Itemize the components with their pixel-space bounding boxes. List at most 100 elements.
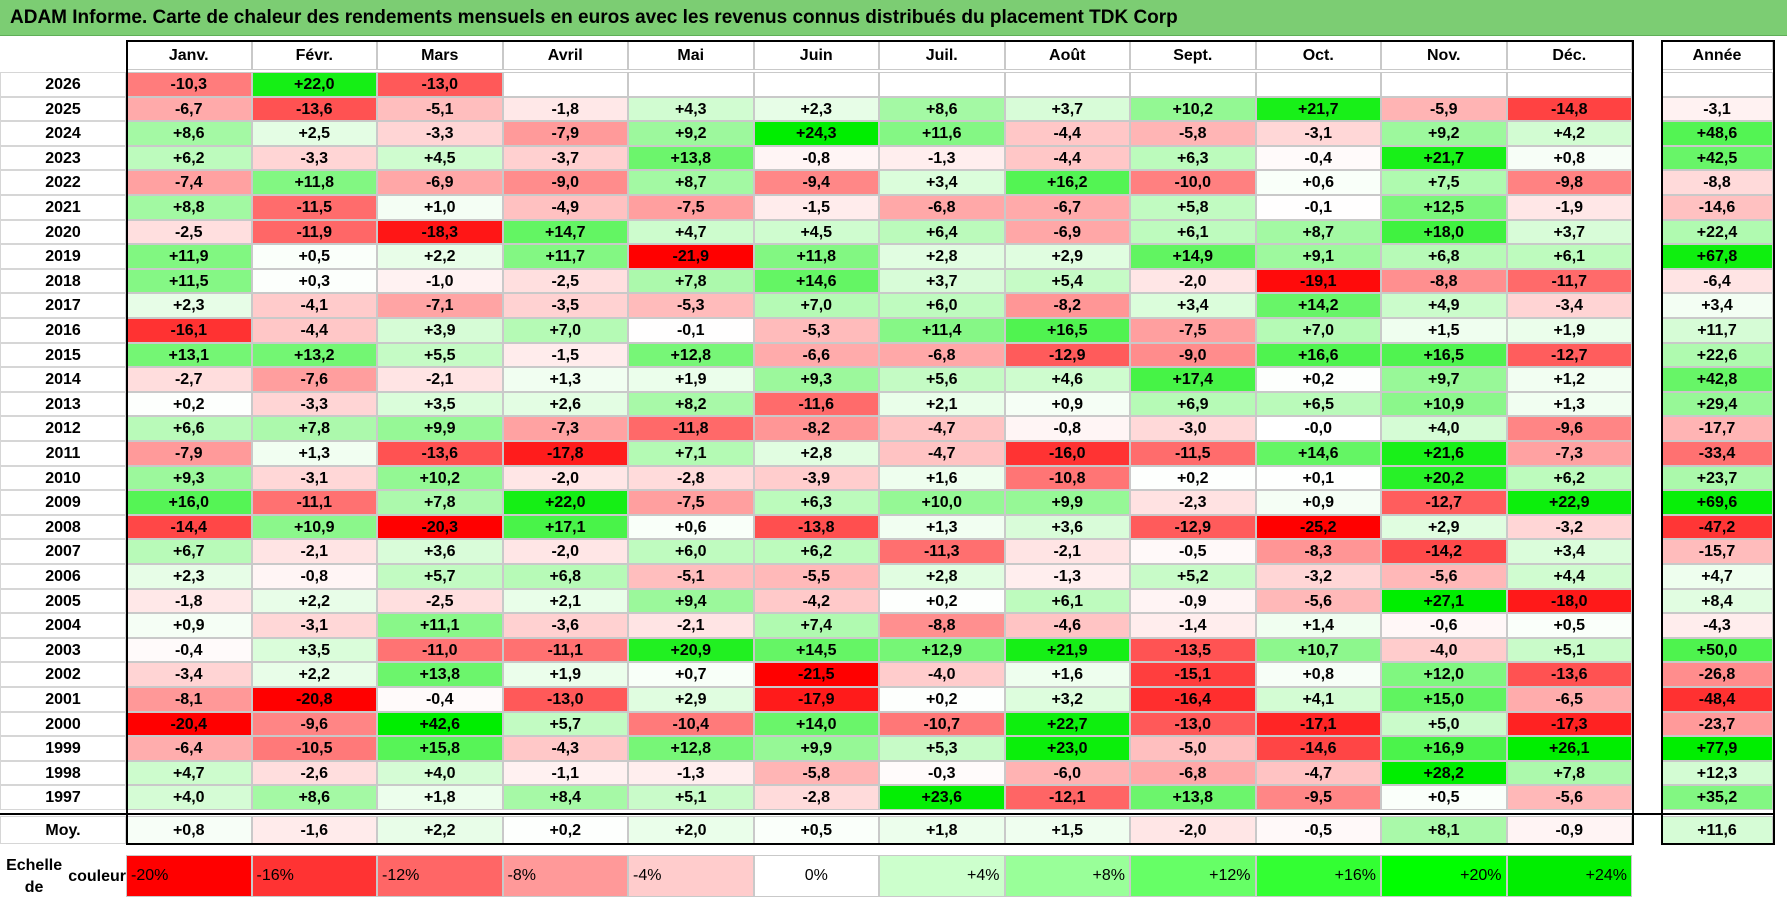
heatmap-cell: +2,3 xyxy=(753,96,879,122)
annual-cell: +42,5 xyxy=(1661,145,1773,171)
heatmap-cell: -11,5 xyxy=(1130,441,1256,466)
heatmap-cell: -3,6 xyxy=(502,613,628,638)
heatmap-cell: +5,7 xyxy=(377,564,503,589)
legend-swatch: +12% xyxy=(1130,855,1256,897)
heatmap-cell: +3,4 xyxy=(1506,539,1632,564)
year-label: 1997 xyxy=(0,785,126,810)
heatmap-cell: -8,2 xyxy=(1004,293,1130,318)
heatmap-cell: +5,0 xyxy=(1381,711,1507,737)
heatmap-cell: -0,8 xyxy=(251,564,377,589)
heatmap-cell: +0,8 xyxy=(1506,145,1632,171)
heatmap-cell: -20,4 xyxy=(126,711,252,737)
heatmap-cell: -9,6 xyxy=(251,711,377,737)
heatmap-cell: -2,5 xyxy=(377,588,503,614)
heatmap-cell: -18,0 xyxy=(1506,588,1632,614)
heatmap-cell: -7,9 xyxy=(502,121,628,146)
heatmap-cell: +6,8 xyxy=(1381,244,1507,269)
year-label: 2003 xyxy=(0,637,126,663)
heatmap-cell: +0,9 xyxy=(1004,391,1130,417)
year-label: 2010 xyxy=(0,465,126,491)
heatmap-cell: +11,8 xyxy=(753,244,879,269)
heatmap-cell: -3,4 xyxy=(1506,293,1632,318)
annual-cell: -14,6 xyxy=(1661,195,1773,220)
heatmap-cell: -1,8 xyxy=(126,588,252,614)
heatmap-cell: -4,4 xyxy=(1004,121,1130,146)
annual-cell: +23,7 xyxy=(1661,465,1773,491)
heatmap-cell: -14,6 xyxy=(1255,736,1381,761)
heatmap-cell: +2,8 xyxy=(753,441,879,466)
heatmap-cell: -6,0 xyxy=(1004,760,1130,786)
heatmap-cell: +7,1 xyxy=(628,441,754,466)
heatmap-cell: -5,8 xyxy=(753,760,879,786)
legend-title: Echelle de couleur xyxy=(0,853,126,901)
heatmap-cell: -7,5 xyxy=(1130,318,1256,343)
heatmap-cell: +27,1 xyxy=(1381,588,1507,614)
heatmap-cell: -7,6 xyxy=(251,367,377,392)
heatmap-cell: +3,5 xyxy=(377,391,503,417)
heatmap-cell: -11,6 xyxy=(753,391,879,417)
month-header: Nov. xyxy=(1381,40,1507,70)
heatmap-cell: -2,1 xyxy=(628,613,754,638)
heatmap-cell: -6,9 xyxy=(377,170,503,195)
heatmap-cell: -0,0 xyxy=(1255,416,1381,441)
heatmap-cell: -11,1 xyxy=(502,637,628,663)
heatmap-cell: -5,6 xyxy=(1506,785,1632,810)
heatmap-cell: +6,2 xyxy=(1506,465,1632,491)
heatmap-cell: +5,5 xyxy=(377,342,503,368)
heatmap-cell: +0,2 xyxy=(1255,367,1381,392)
annual-cell: +3,4 xyxy=(1661,293,1773,318)
heatmap-cell: -3,3 xyxy=(251,391,377,417)
heatmap-cell: +0,5 xyxy=(251,244,377,269)
heatmap-cell: +0,5 xyxy=(1381,785,1507,810)
legend-swatch: +4% xyxy=(879,855,1005,897)
annual-header: Année xyxy=(1661,40,1773,70)
heatmap-cell: +3,7 xyxy=(879,268,1005,294)
heatmap-cell: -1,5 xyxy=(753,195,879,220)
heatmap-cell: +7,5 xyxy=(1381,170,1507,195)
heatmap-cell: +11,5 xyxy=(126,268,252,294)
heatmap-cell: +1,9 xyxy=(1506,318,1632,343)
annual-cell: +67,8 xyxy=(1661,244,1773,269)
heatmap-cell: +6,1 xyxy=(1130,219,1256,245)
year-label: 2021 xyxy=(0,195,126,220)
heatmap-cell: +8,6 xyxy=(251,785,377,810)
heatmap-cell: +0,9 xyxy=(126,613,252,638)
average-cell: -0,9 xyxy=(1506,816,1632,844)
heatmap-cell: +4,0 xyxy=(126,785,252,810)
heatmap-cell: +6,1 xyxy=(1506,244,1632,269)
heatmap-cell: -5,1 xyxy=(628,564,754,589)
heatmap-cell: -13,6 xyxy=(1506,662,1632,687)
heatmap-cell: -12,9 xyxy=(1004,342,1130,368)
heatmap-cell: -0,8 xyxy=(1004,416,1130,441)
heatmap-cell: -12,1 xyxy=(1004,785,1130,810)
heatmap-cell: +3,9 xyxy=(377,318,503,343)
heatmap-cell: -6,6 xyxy=(753,342,879,368)
heatmap-cell: +9,9 xyxy=(753,736,879,761)
heatmap-cell: +0,7 xyxy=(628,662,754,687)
heatmap-cell: +10,9 xyxy=(1381,391,1507,417)
heatmap-cell: +7,0 xyxy=(753,293,879,318)
heatmap-cell: -0,1 xyxy=(1255,195,1381,220)
heatmap-cell: +22,0 xyxy=(502,490,628,515)
heatmap-cell: +13,1 xyxy=(126,342,252,368)
heatmap-cell: -8,1 xyxy=(126,687,252,712)
heatmap-cell: -7,5 xyxy=(628,195,754,220)
heatmap-cell: +2,8 xyxy=(879,564,1005,589)
heatmap-cell: -11,5 xyxy=(251,195,377,220)
average-label: Moy. xyxy=(0,816,126,844)
heatmap-cell: +10,2 xyxy=(1130,96,1256,122)
annual-cell: +11,7 xyxy=(1661,318,1773,343)
heatmap-cell: +3,7 xyxy=(1506,219,1632,245)
heatmap-cell: -15,1 xyxy=(1130,662,1256,687)
heatmap-cell: +2,5 xyxy=(251,121,377,146)
heatmap-cell: -3,4 xyxy=(126,662,252,687)
heatmap-cell: -1,8 xyxy=(502,96,628,122)
month-header: Avril xyxy=(502,40,628,70)
heatmap-cell: -16,1 xyxy=(126,318,252,343)
legend-swatch: -4% xyxy=(628,855,754,897)
heatmap-cell: +12,8 xyxy=(628,736,754,761)
heatmap-cell: +7,8 xyxy=(251,416,377,441)
heatmap-cell: +7,4 xyxy=(753,613,879,638)
heatmap-cell: +7,8 xyxy=(628,268,754,294)
heatmap-cell: +9,7 xyxy=(1381,367,1507,392)
